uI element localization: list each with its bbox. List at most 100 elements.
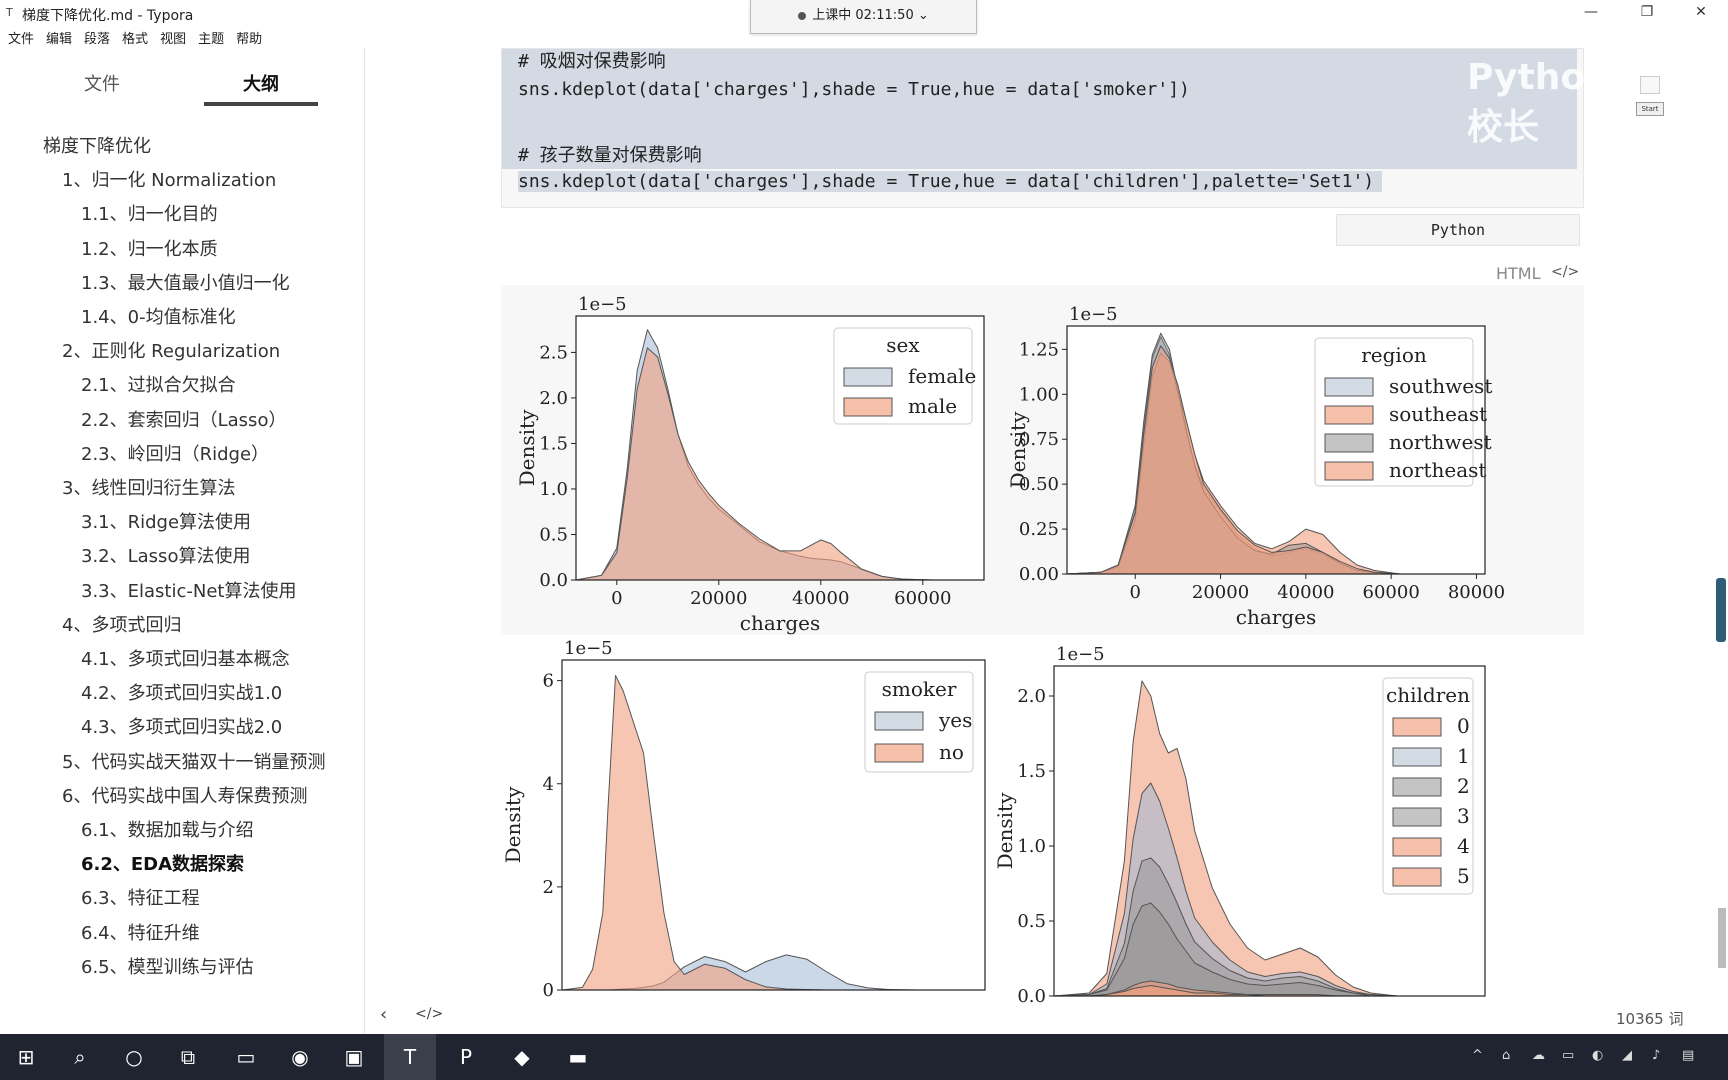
tray-icon[interactable]: ⌂ — [1502, 1048, 1511, 1063]
legend-label: no — [939, 740, 964, 764]
outline-item[interactable]: 2.3、岭回归（Ridge） — [81, 443, 270, 465]
outline-item[interactable]: 2.2、套索回归（Lasso） — [81, 409, 287, 431]
outline-item[interactable]: 3.2、Lasso算法使用 — [81, 546, 251, 568]
outline-item[interactable]: 6.5、模型训练与评估 — [81, 956, 254, 978]
search-taskbar-icon[interactable]: ⌕ — [74, 1045, 86, 1069]
plot-frame — [575, 315, 985, 581]
tab-outline[interactable]: 大纲 — [243, 74, 279, 95]
outline-item[interactable]: 1.1、归一化目的 — [81, 204, 218, 226]
outline-item[interactable]: 6.2、EDA数据探索 — [81, 854, 245, 876]
task-view-icon[interactable]: ⧉ — [180, 1045, 196, 1069]
terminal-icon[interactable]: ▬ — [568, 1045, 588, 1069]
outline-item[interactable]: 3、线性回归衍生算法 — [62, 478, 236, 499]
outline-item[interactable]: 2、正则化 Regularization — [62, 341, 281, 363]
recording-indicator[interactable]: 上课中 02:11:50 ⌄ — [750, 0, 977, 34]
menu-item[interactable]: 文件 — [8, 32, 35, 47]
outline-item[interactable]: 4、多项式回归 — [62, 614, 182, 636]
kde-chart: 0 2 4 6 1e−5 Density smoker yes no — [501, 638, 986, 1001]
code-line: sns.kdeplot(data['charges'],shade = True… — [518, 79, 1190, 100]
chevron-down-icon: ⌄ — [917, 8, 929, 23]
menu-item[interactable]: 格式 — [122, 32, 149, 47]
ppt-icon[interactable]: P — [459, 1045, 473, 1069]
menu-item[interactable]: 主题 — [198, 32, 225, 47]
tray-icon[interactable]: ^ — [1472, 1048, 1483, 1063]
outline-item[interactable]: 6.1、数据加载与介绍 — [81, 820, 254, 841]
cortana-icon[interactable]: ○ — [125, 1045, 143, 1069]
outline-item[interactable]: 6.3、特征工程 — [81, 888, 200, 910]
outline-item[interactable]: 4.2、多项式回归实战1.0 — [81, 683, 283, 705]
y-tick-label: 0 — [543, 980, 554, 1001]
tab-files[interactable]: 文件 — [84, 74, 120, 95]
outline-item[interactable]: 2.1、过拟合欠拟合 — [81, 375, 236, 397]
menu-bar: 文件 编辑 段落 格式 视图 主题 帮助 — [0, 28, 266, 48]
y-tick-label: 0.0 — [1017, 986, 1046, 1007]
tray-icon[interactable]: ◢ — [1622, 1048, 1632, 1063]
source-code-mode-icon[interactable]: </> — [415, 1006, 444, 1022]
y-tick-label: 1.5 — [539, 433, 568, 454]
menu-item[interactable]: 视图 — [160, 32, 187, 47]
close-button[interactable]: ✕ — [1695, 4, 1707, 20]
tray-icon[interactable]: ♪ — [1652, 1048, 1661, 1063]
y-tick-label: 2 — [543, 877, 554, 898]
legend-label: male — [908, 394, 957, 418]
legend-label: 5 — [1457, 864, 1470, 888]
outline-item[interactable]: 1.3、最大值最小值归一化 — [81, 272, 290, 294]
x-tick-label: 20000 — [690, 588, 747, 609]
code-line: # 孩子数量对保费影响 — [518, 145, 702, 166]
file-explorer-icon[interactable]: ▭ — [236, 1045, 256, 1069]
html-source-icon[interactable]: </> — [1551, 264, 1580, 280]
tray-icon[interactable]: ◐ — [1592, 1048, 1604, 1063]
legend-label: southeast — [1389, 402, 1487, 426]
kde-series-area — [562, 675, 985, 990]
menu-item[interactable]: 段落 — [84, 32, 111, 47]
legend-swatch — [874, 743, 924, 763]
series-layer — [576, 329, 975, 580]
y-tick-label: 0.00 — [1019, 564, 1059, 585]
legend-label: yes — [938, 708, 972, 732]
code-block[interactable]: # 吸烟对保费影响 sns.kdeplot(data['charges'],sh… — [501, 48, 1611, 208]
start-button-widget[interactable]: Start — [1636, 102, 1664, 116]
start-button[interactable]: ⊞ — [17, 1045, 35, 1069]
x-tick-label: 20000 — [1192, 582, 1249, 603]
side-handle[interactable] — [1716, 578, 1726, 642]
maximize-button[interactable]: ❐ — [1640, 4, 1654, 20]
legend-swatch — [1392, 717, 1442, 737]
menu-item[interactable]: 帮助 — [236, 32, 263, 47]
outline-item[interactable]: 6、代码实战中国人寿保费预测 — [62, 785, 308, 807]
y-tick-label: 4 — [543, 774, 554, 795]
outline-item[interactable]: 梯度下降优化 — [43, 136, 151, 157]
outline-item[interactable]: 5、代码实战天猫双十一销量预测 — [62, 751, 326, 773]
video-app-icon[interactable]: ▣ — [344, 1045, 364, 1069]
outline-item[interactable]: 1.4、0-均值标准化 — [81, 307, 236, 328]
app-icon[interactable]: ◆ — [514, 1045, 530, 1069]
outline-item[interactable]: 6.4、特征升维 — [81, 922, 200, 944]
y-tick-label: 1.5 — [1017, 761, 1046, 782]
chrome-icon[interactable]: ◉ — [291, 1045, 309, 1069]
x-tick-label: 0 — [611, 588, 622, 609]
editor-scrollbar[interactable] — [1718, 908, 1726, 968]
legend-swatch — [1324, 377, 1374, 397]
outline-item[interactable]: 3.3、Elastic-Net算法使用 — [81, 580, 297, 602]
tray-icon[interactable]: ▭ — [1562, 1048, 1575, 1063]
plot-frame — [1053, 665, 1486, 997]
outline-item[interactable]: 1.2、归一化本质 — [81, 238, 218, 260]
legend-label: 2 — [1457, 774, 1470, 798]
outline-item[interactable]: 4.1、多项式回归基本概念 — [81, 649, 290, 670]
legend-label: northeast — [1389, 458, 1486, 482]
x-tick-label: 60000 — [894, 588, 951, 609]
y-scale-label: 1e−5 — [578, 294, 627, 315]
tray-icon[interactable]: ☁ — [1532, 1048, 1545, 1063]
y-scale-label: 1e−5 — [1056, 644, 1105, 665]
outline-item[interactable]: 1、归一化 Normalization — [62, 170, 277, 192]
minimize-button[interactable]: — — [1584, 4, 1598, 20]
code-language-selector[interactable]: Python — [1336, 214, 1580, 246]
back-arrow-icon[interactable]: ‹ — [380, 1004, 388, 1025]
y-tick-label: 2.5 — [539, 342, 568, 363]
menu-item[interactable]: 编辑 — [46, 32, 73, 47]
outline-item[interactable]: 3.1、Ridge算法使用 — [81, 512, 252, 534]
tray-icon[interactable]: ▤ — [1682, 1048, 1695, 1063]
code-line: # 吸烟对保费影响 — [518, 51, 666, 72]
typora-icon[interactable]: T — [384, 1034, 436, 1080]
outline-item[interactable]: 4.3、多项式回归实战2.0 — [81, 717, 283, 739]
kde-series-area — [1054, 985, 1477, 996]
